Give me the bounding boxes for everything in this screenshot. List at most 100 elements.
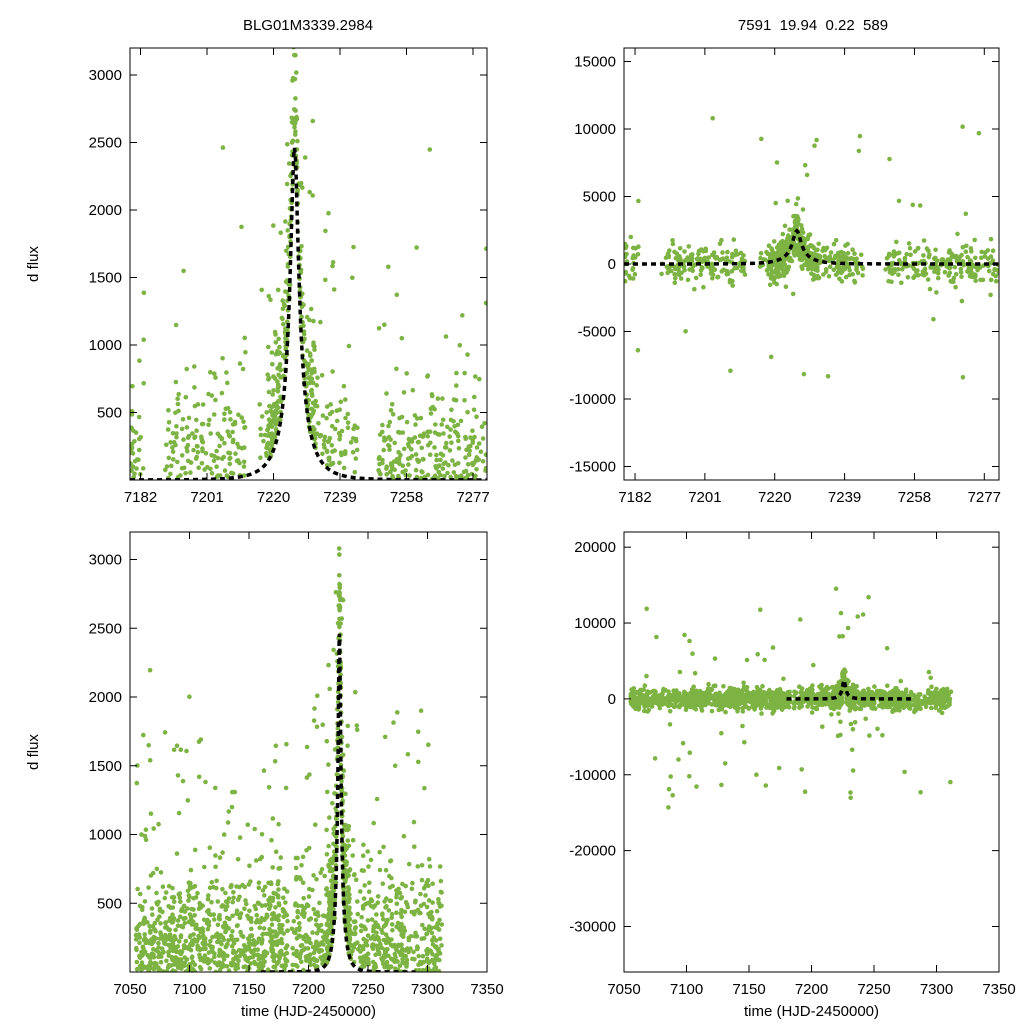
data-point <box>297 921 302 926</box>
y-tick-label: 1000 <box>89 827 122 844</box>
data-point <box>863 716 868 722</box>
data-point <box>181 903 187 909</box>
data-point <box>326 911 332 916</box>
data-point <box>284 181 290 187</box>
data-point <box>217 855 223 860</box>
data-point <box>729 269 735 274</box>
data-point <box>352 469 358 475</box>
data-point <box>222 468 228 473</box>
data-point <box>234 955 239 960</box>
data-point <box>473 374 478 379</box>
data-point <box>355 911 361 917</box>
data-point <box>295 914 300 920</box>
data-point <box>337 581 342 587</box>
data-point <box>739 688 745 694</box>
data-point <box>809 710 815 715</box>
data-point <box>290 78 295 83</box>
data-point <box>171 895 177 900</box>
data-point <box>221 454 226 460</box>
data-point <box>337 589 342 595</box>
data-point <box>326 662 331 668</box>
data-point <box>252 903 257 909</box>
data-point <box>677 272 682 278</box>
data-point <box>186 893 192 898</box>
data-point <box>347 896 352 902</box>
data-point <box>415 944 420 949</box>
data-point <box>386 423 391 429</box>
data-point <box>312 347 317 353</box>
data-point <box>839 279 845 284</box>
data-point <box>800 207 806 212</box>
data-point <box>392 467 398 473</box>
data-point <box>306 917 312 922</box>
data-point <box>175 923 181 928</box>
data-point <box>791 701 797 706</box>
data-point <box>323 914 328 919</box>
data-point <box>327 868 333 874</box>
data-point <box>456 438 461 444</box>
data-point <box>952 264 958 270</box>
data-point <box>299 959 304 965</box>
model-fit-curve <box>130 147 487 480</box>
data-point <box>294 948 299 954</box>
x-tick-label: 7258 <box>390 489 423 506</box>
data-point <box>177 891 183 896</box>
data-point <box>245 822 251 827</box>
data-point <box>173 969 178 972</box>
data-point <box>302 969 307 972</box>
data-point <box>712 656 718 661</box>
data-point <box>800 266 805 272</box>
title-star-id: BLG01M3339.2984 <box>243 17 373 34</box>
data-point <box>895 267 901 272</box>
data-point <box>201 917 207 923</box>
data-point <box>944 686 950 692</box>
data-point <box>206 960 212 965</box>
data-point <box>237 460 242 466</box>
data-point <box>412 934 418 939</box>
data-point <box>220 356 225 361</box>
data-point <box>260 888 266 893</box>
data-point <box>764 268 770 273</box>
data-point <box>261 931 266 937</box>
data-point <box>439 903 444 909</box>
data-point <box>442 445 448 450</box>
data-point <box>747 699 753 705</box>
data-point <box>416 759 421 765</box>
data-point <box>389 956 394 962</box>
data-point <box>211 458 217 464</box>
data-point <box>143 837 149 842</box>
data-point <box>886 253 892 259</box>
data-point <box>886 266 892 271</box>
data-point <box>805 704 810 709</box>
data-point <box>382 322 387 328</box>
data-point <box>437 936 443 942</box>
data-point <box>474 445 480 450</box>
data-point <box>203 942 208 947</box>
data-point <box>825 374 831 379</box>
data-point <box>265 427 270 433</box>
data-point <box>257 402 263 407</box>
data-point <box>145 920 150 925</box>
data-point <box>233 451 238 457</box>
data-point <box>742 740 747 745</box>
data-point <box>268 297 273 303</box>
data-point <box>345 420 351 425</box>
data-point <box>262 953 268 959</box>
data-point <box>324 738 330 744</box>
data-point <box>654 634 659 640</box>
data-point <box>887 269 893 275</box>
data-point <box>483 300 487 306</box>
data-point <box>972 237 977 243</box>
data-point <box>866 594 871 600</box>
data-point <box>432 966 438 971</box>
data-point <box>181 268 186 274</box>
data-point <box>162 925 168 930</box>
data-point <box>364 938 370 944</box>
data-point <box>449 440 454 446</box>
data-point <box>317 433 323 439</box>
data-point <box>231 890 236 895</box>
data-point <box>298 951 303 957</box>
data-point <box>354 727 360 733</box>
data-point <box>279 963 285 969</box>
data-point <box>311 340 316 346</box>
